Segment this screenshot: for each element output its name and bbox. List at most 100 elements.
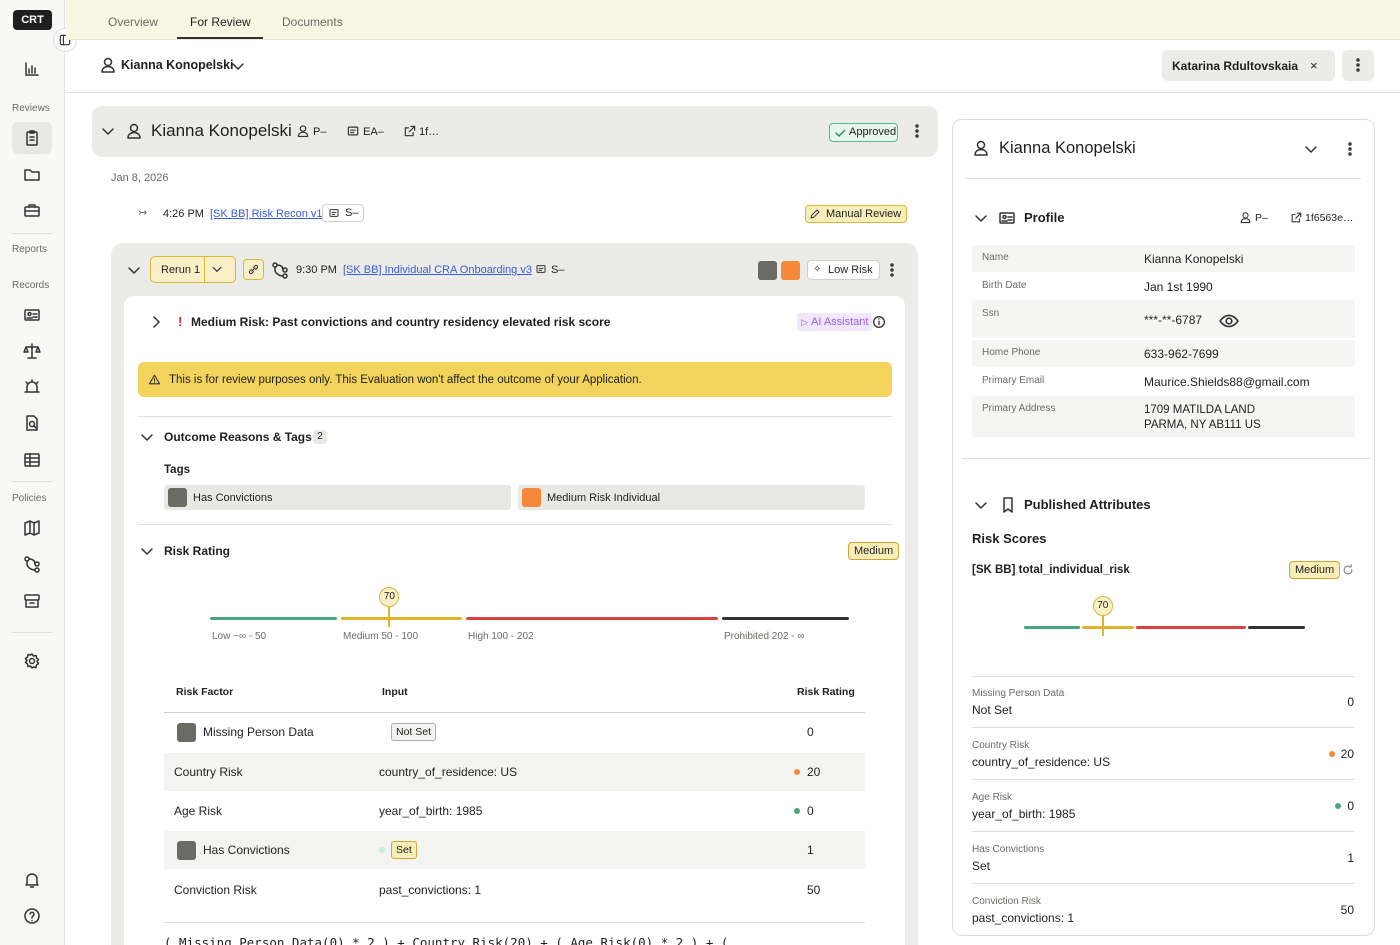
remove-assignee[interactable]: × — [1310, 58, 1318, 73]
divider — [12, 481, 52, 482]
tag-text: Medium Risk Individual — [547, 492, 661, 504]
gauge-segment — [341, 617, 462, 620]
assignee-chip[interactable] — [1162, 50, 1335, 81]
tab[interactable]: Overview — [108, 15, 159, 29]
profile-badge[interactable]: 1f6563e… — [1305, 212, 1354, 224]
assignee-name: Katarina Rdultovskaia — [1172, 59, 1299, 73]
nav-notifications[interactable] — [23, 871, 41, 889]
field-value: Maurice.Shields88@gmail.com — [1144, 375, 1310, 389]
divider — [138, 416, 892, 417]
run-workflow[interactable]: [SK BB] Risk Recon v1 — [210, 208, 323, 220]
field-value: 633-962-7699 — [1144, 347, 1219, 361]
rerun-menu[interactable] — [883, 261, 901, 279]
nav-active — [12, 122, 52, 154]
tags-label: Tags — [164, 464, 190, 476]
divider — [12, 233, 52, 234]
nav-search[interactable] — [23, 414, 41, 432]
divider — [138, 524, 892, 525]
logo[interactable]: CRT — [13, 10, 52, 30]
nav-reviews[interactable] — [23, 129, 41, 147]
collapse[interactable] — [138, 428, 156, 446]
icon: ▷ — [801, 317, 808, 327]
link-button[interactable] — [243, 259, 264, 280]
nav-help[interactable] — [23, 907, 41, 925]
subject-selector[interactable]: Kianna Konopelski — [121, 58, 234, 72]
factor: Conviction Risk — [174, 883, 257, 897]
collapse[interactable] — [138, 542, 156, 560]
tag-swatch — [781, 261, 800, 280]
case-name: Kianna Konopelski — [151, 121, 292, 140]
divider — [204, 256, 205, 283]
panel-name: Kianna Konopelski — [999, 139, 1136, 157]
menu-button[interactable] — [1342, 50, 1374, 81]
item-value: year_of_birth: 1985 — [972, 807, 1076, 821]
nav-dashboard[interactable] — [23, 60, 41, 78]
divider — [972, 883, 1355, 884]
info[interactable] — [871, 314, 887, 330]
person-icon — [972, 139, 990, 157]
gauge-segment — [1136, 626, 1246, 629]
gauge-label: High 100 - 202 — [468, 631, 534, 642]
nav-people[interactable] — [23, 306, 41, 324]
count-badge: 2 — [313, 430, 327, 444]
nav-alerts[interactable] — [23, 378, 41, 396]
item-score: 0 — [1347, 799, 1354, 813]
notice-text: This is for review purposes only. This E… — [169, 374, 642, 386]
item-label: Missing Person Data — [972, 688, 1065, 699]
tab[interactable]: Documents — [282, 15, 343, 29]
nav-settings[interactable] — [23, 652, 41, 670]
chevron[interactable] — [229, 57, 247, 75]
refresh[interactable] — [1341, 563, 1355, 577]
ai-assistant[interactable]: AI Assistant — [797, 313, 873, 331]
profile-badge: P– — [1255, 212, 1268, 224]
rerun-button[interactable] — [150, 256, 236, 283]
reveal-button[interactable] — [1219, 311, 1239, 331]
tab-active[interactable]: For Review — [190, 15, 251, 29]
collapse[interactable] — [99, 122, 117, 140]
case-badge[interactable]: 1f… — [419, 126, 440, 138]
nav-map[interactable] — [23, 519, 41, 537]
tag — [518, 485, 865, 510]
nav-archive[interactable] — [23, 592, 41, 610]
field-value: 1709 MATILDA LAND — [1144, 404, 1256, 416]
tag-swatch — [522, 488, 541, 507]
divider — [972, 676, 1355, 677]
nav-cases[interactable] — [23, 201, 41, 219]
bookmark-icon — [999, 496, 1017, 514]
collapse[interactable] — [125, 261, 143, 279]
rerun-workflow[interactable]: [SK BB] Individual CRA Onboarding v3 — [343, 264, 532, 276]
field-value: ***-**-6787 — [1144, 313, 1203, 327]
factor: Has Convictions — [203, 843, 290, 857]
field-value: Jan 1st 1990 — [1144, 280, 1213, 294]
divider — [12, 632, 52, 633]
nav-section: Policies — [12, 493, 47, 504]
column-header: Input — [382, 686, 408, 698]
nav-legal[interactable] — [23, 342, 41, 360]
chevron[interactable] — [1302, 140, 1320, 158]
panel-menu[interactable] — [1341, 140, 1359, 158]
tag-swatch — [758, 261, 777, 280]
field-label: Home Phone — [982, 347, 1041, 358]
nav-folders[interactable] — [23, 165, 41, 183]
nav-workflows[interactable] — [23, 555, 41, 573]
collapse[interactable] — [972, 496, 990, 514]
rerun-label: Rerun 1 — [161, 264, 201, 276]
item-label: Country Risk — [972, 740, 1030, 751]
warning-icon — [148, 373, 161, 386]
manual-review[interactable]: Manual Review — [805, 205, 908, 223]
field-label: Primary Email — [982, 375, 1045, 386]
input-dot — [379, 847, 385, 853]
notice-banner — [138, 362, 892, 397]
nav-tables[interactable] — [23, 451, 41, 469]
expand[interactable] — [147, 313, 165, 331]
row-bg — [972, 396, 1355, 437]
rating: 50 — [807, 883, 821, 897]
status-text: Approved — [849, 126, 897, 138]
subsection-title: Risk Scores — [972, 531, 1047, 546]
collapse[interactable] — [972, 209, 990, 227]
case-menu[interactable] — [908, 122, 926, 140]
gauge-stem — [388, 605, 391, 627]
rerun-dropdown[interactable] — [210, 262, 224, 276]
item-score: 20 — [1340, 747, 1354, 761]
